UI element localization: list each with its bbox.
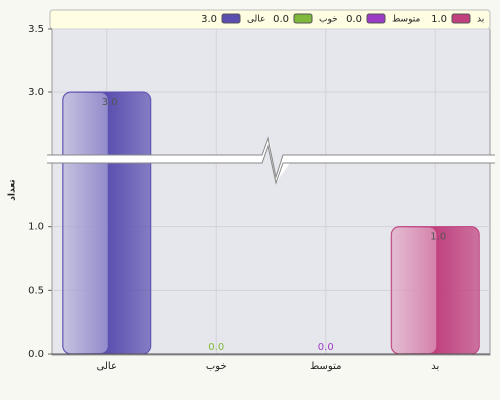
legend-swatch bbox=[366, 13, 386, 24]
legend-label: بد bbox=[477, 15, 484, 25]
legend-label: عالی bbox=[247, 15, 265, 25]
legend-value: 1.0 bbox=[431, 14, 447, 25]
x-tick-label: بد bbox=[431, 361, 439, 372]
axis-break-line bbox=[47, 136, 495, 179]
x-tick-label: متوسط bbox=[310, 361, 341, 372]
value-label: 0.0 bbox=[318, 342, 334, 353]
y-axis-label: تعداد bbox=[8, 179, 18, 200]
legend-swatch bbox=[451, 13, 471, 24]
legend-label: متوسط bbox=[392, 15, 420, 25]
x-tick-label: خوب bbox=[206, 361, 227, 372]
y-tick-label: 3.0 bbox=[28, 87, 44, 98]
legend-box bbox=[49, 9, 491, 30]
y-tick-label: 1.0 bbox=[28, 222, 44, 233]
y-tick-label: 0.5 bbox=[28, 285, 44, 296]
y-tick-label: 3.5 bbox=[28, 24, 44, 35]
legend-value: 3.0 bbox=[201, 14, 217, 25]
value-label: 3.0 bbox=[102, 97, 118, 108]
legend-label: خوب bbox=[319, 15, 338, 25]
legend-value: 0.0 bbox=[346, 14, 362, 25]
axis-break-line bbox=[47, 144, 495, 185]
legend-swatch bbox=[221, 13, 241, 24]
axis-break bbox=[47, 138, 495, 183]
value-label: 1.0 bbox=[430, 232, 446, 243]
bar-shine bbox=[392, 227, 437, 353]
legend-value: 0.0 bbox=[273, 14, 289, 25]
x-tick-label: عالی bbox=[97, 361, 117, 372]
y-tick-label: 0.0 bbox=[28, 349, 44, 360]
bar-shine bbox=[63, 93, 108, 353]
value-label: 0.0 bbox=[208, 342, 224, 353]
legend-swatch bbox=[293, 13, 313, 24]
